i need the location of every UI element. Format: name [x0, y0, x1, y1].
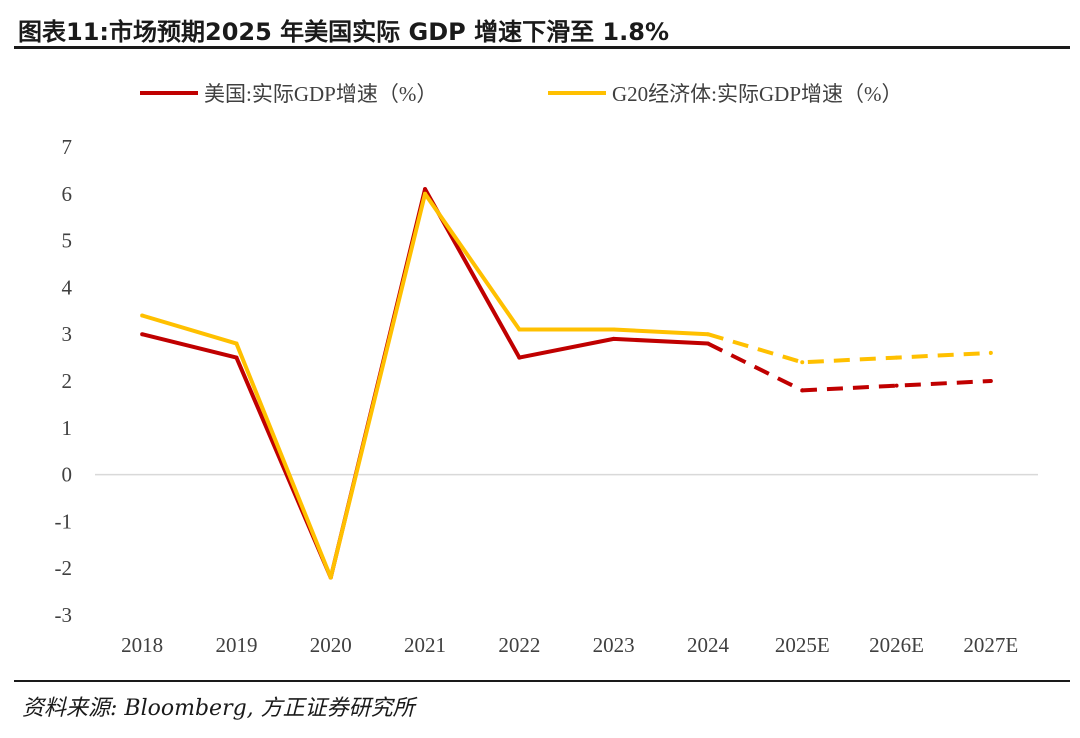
data-point [517, 327, 522, 332]
x-tick-label: 2024 [687, 633, 730, 657]
data-point [988, 350, 993, 355]
series-line-forecast-0 [707, 341, 991, 393]
y-tick-label: -2 [55, 556, 73, 580]
y-tick-label: 3 [62, 322, 73, 346]
x-tick-label: 2021 [404, 633, 446, 657]
y-tick-label: 2 [62, 369, 73, 393]
data-point [705, 341, 710, 346]
data-point [517, 355, 522, 360]
data-point [140, 332, 145, 337]
y-axis: -3 -2 -1 0 1 2 3 4 5 6 7 [55, 135, 1038, 627]
y-tick-label: 7 [62, 135, 73, 159]
x-tick-label: 2026E [869, 633, 924, 657]
series-line-forecast-1 [707, 332, 991, 365]
data-point [234, 341, 239, 346]
x-tick-label: 2022 [498, 633, 540, 657]
x-tick-label: 2025E [775, 633, 830, 657]
legend-label: 美国:实际GDP增速（%） [204, 82, 437, 106]
series-group [140, 187, 993, 580]
series-line-actual-0 [141, 187, 709, 580]
series-line-actual-1 [141, 191, 709, 580]
y-tick-label: 6 [62, 182, 73, 206]
y-tick-label: -3 [55, 603, 73, 627]
x-tick-label: 2023 [593, 633, 635, 657]
chart-title: 图表11:市场预期2025 年美国实际 GDP 增速下滑至 1.8% [18, 18, 669, 46]
title-divider [14, 46, 1070, 49]
y-tick-label: 0 [62, 463, 73, 487]
x-tick-label: 2020 [310, 633, 352, 657]
y-tick-label: -1 [55, 509, 73, 533]
data-point [234, 355, 239, 360]
data-point [423, 191, 428, 196]
x-tick-label: 2018 [121, 633, 163, 657]
y-tick-label: 5 [62, 229, 73, 253]
source-note: 资料来源: Bloomberg, 方正证券研究所 [22, 696, 415, 721]
y-tick-label: 4 [62, 275, 73, 299]
data-point [328, 575, 333, 580]
legend: 美国:实际GDP增速（%） G20经济体:实际GDP增速（%） [140, 82, 903, 106]
x-tick-label: 2027E [963, 633, 1018, 657]
data-point [611, 327, 616, 332]
data-point [894, 355, 899, 360]
data-point [800, 388, 805, 393]
data-point [423, 187, 428, 192]
data-point [894, 383, 899, 388]
data-point [705, 332, 710, 337]
data-point [800, 360, 805, 365]
data-point [140, 313, 145, 318]
data-point [611, 336, 616, 341]
x-axis: 2018 2019 2020 2021 2022 2023 2024 2025E 2026E 20… [121, 633, 1018, 657]
footer-divider [14, 680, 1070, 682]
y-tick-label: 1 [62, 416, 73, 440]
x-tick-label: 2019 [215, 633, 257, 657]
legend-label: G20经济体:实际GDP增速（%） [612, 82, 903, 106]
data-point [988, 379, 993, 383]
